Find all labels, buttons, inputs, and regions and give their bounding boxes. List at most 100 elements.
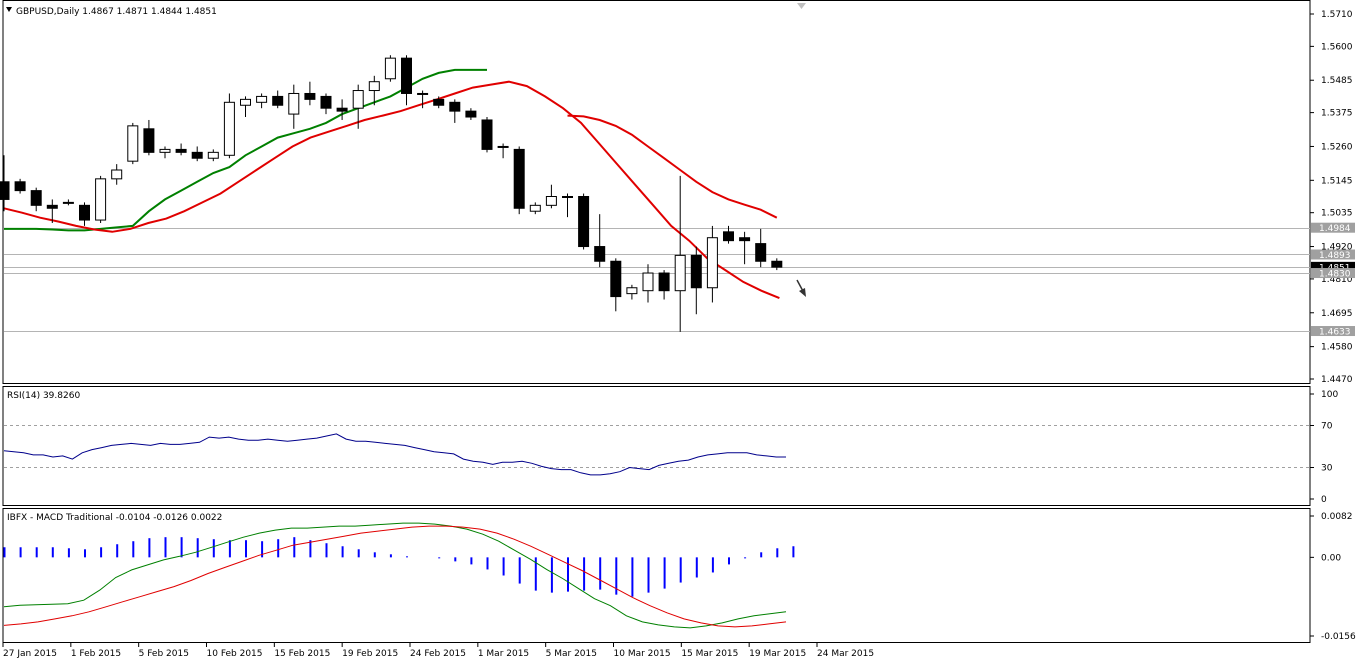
candle-body	[497, 145, 509, 148]
axis-layer: 1.5710 1.5600 1.5485 1.5375 1.5260 1.5145 1.50…	[2, 10, 1356, 659]
price-chart-title: GBPUSD,Daily 1.4867 1.4871 1.4844 1.4851	[16, 7, 217, 17]
candle-body	[658, 272, 670, 292]
date-label: 5 Mar 2015	[546, 649, 597, 659]
date-label: 27 Jan 2015	[3, 649, 57, 659]
rsi-layer	[3, 425, 1310, 476]
macd-tick-label: -0.0156	[1321, 632, 1356, 642]
date-label: 15 Mar 2015	[681, 649, 738, 659]
candle-body	[739, 237, 751, 242]
rsi-tick-label: 30	[1321, 464, 1333, 474]
date-label: 19 Feb 2015	[342, 649, 398, 659]
candle-body	[626, 287, 638, 295]
shift-marker-icon[interactable]	[797, 3, 806, 9]
macd-line	[3, 522, 787, 629]
candle-body	[240, 98, 251, 106]
rsi-title: RSI(14) 39.8260	[7, 391, 80, 401]
price-tick-label: 1.4580	[1321, 343, 1353, 353]
candle-body	[159, 148, 171, 153]
candle-body	[352, 90, 364, 109]
red-moving-average-fast	[3, 80, 780, 300]
macd-layer	[3, 522, 795, 629]
candle-body	[513, 148, 525, 209]
candle-body	[723, 231, 734, 242]
price-tick-label: 1.5260	[1321, 142, 1353, 152]
candle-body	[256, 95, 268, 103]
date-label: 1 Feb 2015	[71, 649, 121, 659]
price-tag	[1311, 268, 1355, 279]
price-tag	[1311, 222, 1355, 233]
price-tick-label: 1.5600	[1321, 42, 1353, 52]
candle-body	[191, 151, 203, 159]
candle-body	[111, 169, 123, 180]
candle-body	[127, 125, 139, 162]
rsi-tick-label: 0	[1321, 495, 1327, 505]
macd-panel-frame	[2, 508, 1311, 643]
price-tag-label: 1.4830	[1319, 270, 1351, 280]
date-label: 19 Mar 2015	[749, 649, 806, 659]
price-tag	[1311, 261, 1355, 272]
candle-body	[594, 246, 606, 262]
price-layer	[0, 55, 1310, 332]
candle-body	[175, 148, 187, 153]
dropdown-arrow-icon[interactable]	[6, 7, 12, 12]
rsi-panel-frame	[2, 386, 1311, 506]
rsi-tick-label: 70	[1321, 422, 1333, 432]
candle-body	[207, 151, 219, 159]
price-tick-label: 1.5710	[1321, 10, 1353, 20]
date-label: 10 Mar 2015	[614, 649, 671, 659]
macd-tick-label: 0.00	[1321, 553, 1341, 563]
date-label: 24 Feb 2015	[410, 649, 466, 659]
candle-body	[95, 178, 107, 221]
candle-body	[529, 204, 541, 212]
candle-body	[304, 92, 316, 100]
price-tick-label: 1.4920	[1321, 243, 1353, 253]
date-label: 5 Feb 2015	[139, 649, 189, 659]
candle-body	[562, 196, 573, 198]
candle-body	[690, 254, 702, 289]
candle-body	[578, 196, 590, 248]
date-label: 15 Feb 2015	[274, 649, 330, 659]
candle-body	[368, 81, 380, 92]
price-tick-label: 1.5035	[1321, 209, 1353, 219]
candle-body	[417, 92, 429, 95]
candle-body	[771, 260, 783, 268]
price-tick-label: 1.4810	[1321, 275, 1353, 285]
date-label: 1 Mar 2015	[478, 649, 529, 659]
candle-body	[14, 181, 26, 192]
macd-title: IBFX - MACD Traditional -0.0104 -0.0126 …	[7, 513, 222, 523]
candle-body	[674, 254, 686, 292]
price-tag	[1311, 326, 1355, 337]
date-label: 10 Feb 2015	[207, 649, 263, 659]
candle-body	[401, 57, 412, 94]
candle-body	[449, 101, 461, 112]
candle-body	[545, 196, 557, 206]
candle-body	[610, 260, 622, 298]
rsi-tick-label: 100	[1321, 390, 1338, 400]
price-tick-label: 1.5145	[1321, 176, 1353, 186]
rsi-line	[3, 433, 786, 476]
candle-body	[62, 201, 74, 204]
price-tick-label: 1.5375	[1321, 109, 1353, 119]
arrow-head-icon	[799, 288, 806, 297]
date-label: 24 Mar 2015	[817, 649, 874, 659]
price-tick-label: 1.4695	[1321, 309, 1353, 319]
price-tag	[1311, 249, 1355, 260]
candle-body	[30, 190, 42, 206]
candle-body	[0, 181, 10, 200]
price-tick-label: 1.4470	[1321, 375, 1353, 385]
candle-body	[288, 92, 300, 115]
candle-body	[481, 119, 493, 150]
candle-body	[755, 243, 767, 262]
price-panel-frame	[2, 0, 1311, 384]
candle-body	[384, 57, 396, 80]
macd-tick-label: 0.0082	[1321, 512, 1353, 522]
candle-body	[642, 272, 654, 292]
candle-body	[79, 204, 90, 221]
candle-body	[320, 95, 332, 109]
candle-body	[46, 204, 58, 209]
signal-line	[3, 525, 787, 628]
candle-body	[465, 110, 477, 118]
candle-body	[272, 95, 284, 106]
price-tag-label: 1.4633	[1319, 328, 1351, 338]
